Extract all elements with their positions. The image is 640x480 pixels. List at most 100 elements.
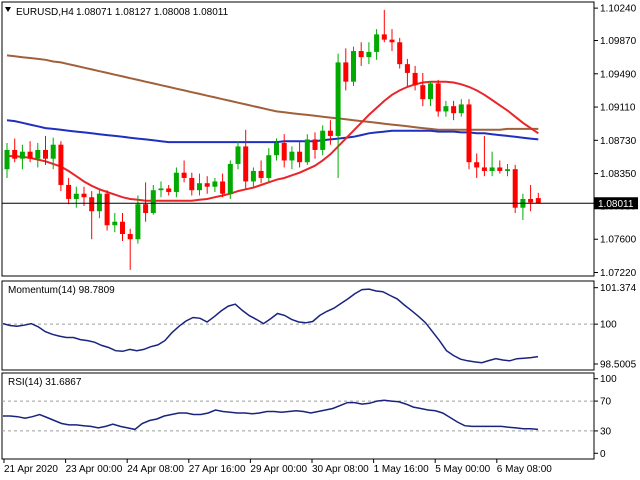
candle-body: [489, 167, 495, 171]
candle: [204, 176, 210, 194]
rsi-tick-label: 0: [600, 449, 606, 460]
ma-red-line: [7, 80, 539, 202]
candle: [366, 42, 372, 65]
candle: [266, 148, 272, 182]
candle: [404, 58, 410, 87]
candle-body: [274, 142, 279, 156]
candle: [481, 135, 487, 177]
candle-body: [497, 167, 503, 171]
candle-body: [250, 170, 256, 182]
candle: [343, 48, 349, 91]
candle: [497, 160, 503, 174]
candle: [258, 160, 264, 184]
candle-body: [96, 193, 102, 212]
time-tick-label: 27 Apr 16:00: [189, 464, 246, 475]
candle: [112, 212, 118, 233]
time-tick-label: 5 May 00:00: [435, 464, 490, 475]
momentum-tick-label: 101.374: [600, 283, 637, 294]
rsi-title: RSI(14) 31.6867: [8, 377, 82, 388]
price-tick-label: 1.09490: [600, 69, 637, 80]
candle: [489, 151, 495, 177]
price-panel-frame: [1, 1, 595, 277]
candle: [335, 53, 341, 178]
candle: [281, 134, 287, 168]
candle-body: [143, 204, 149, 213]
current-price-label: 1.08011: [594, 197, 638, 210]
candle-body: [104, 193, 110, 226]
time-tick-label: 30 Apr 08:00: [312, 464, 369, 475]
candle-body: [535, 198, 541, 204]
candle-body: [189, 177, 195, 191]
candle: [27, 141, 33, 163]
candle-body: [458, 104, 464, 114]
candle: [374, 29, 380, 60]
candle: [297, 141, 303, 168]
price-tick-label: 1.09110: [600, 103, 636, 114]
candle: [227, 160, 233, 199]
collapse-triangle-icon: [5, 7, 11, 12]
candle: [304, 134, 310, 165]
candle-body: [166, 188, 172, 192]
candle-body: [428, 83, 433, 100]
candle: [120, 212, 125, 241]
candle-body: [127, 233, 133, 240]
momentum-tick-label: 100: [600, 320, 617, 331]
candle-body: [435, 83, 441, 112]
candle-body: [289, 151, 295, 161]
candle: [43, 135, 48, 165]
candle: [197, 173, 202, 196]
candle: [381, 9, 387, 43]
rsi-line: [3, 399, 539, 431]
candle: [312, 132, 318, 159]
candle-body: [158, 188, 164, 191]
candle: [474, 153, 480, 178]
candle-body: [43, 149, 48, 159]
price-tick-label: 1.09870: [600, 36, 637, 47]
candle-body: [404, 64, 410, 73]
candle-body: [4, 149, 10, 170]
ma-brown-line: [6, 54, 539, 131]
time-tick-label: 21 Apr 2020: [4, 464, 58, 475]
time-tick-label: 6 May 08:00: [497, 464, 552, 475]
momentum-title: Momentum(14) 98.7809: [8, 285, 115, 296]
candle-body: [374, 34, 380, 52]
candle-body: [420, 85, 426, 100]
candle: [127, 228, 133, 270]
candle: [250, 167, 256, 189]
candle-body: [227, 163, 233, 194]
candle: [451, 100, 457, 121]
candle: [327, 120, 333, 145]
candle: [397, 37, 403, 69]
rsi-tick-label: 100: [600, 374, 617, 385]
momentum-tick-label: 98.5005: [600, 360, 637, 371]
candle-body: [320, 130, 326, 150]
candle-body: [512, 169, 518, 208]
candle: [89, 191, 95, 240]
candle-body: [397, 42, 403, 65]
momentum-panel: 101.374 100 98.5005 Momentum(14) 98.7809: [1, 280, 637, 371]
price-panel: 1.10240 1.09870 1.09490 1.09110 1.08730 1.083…: [1, 1, 638, 279]
candle-body: [81, 193, 87, 198]
momentum-axis: 101.374 100 98.5005: [594, 283, 637, 371]
candle-body: [366, 51, 372, 58]
candle-body: [12, 149, 18, 159]
price-tick-label: 1.10240: [600, 4, 637, 15]
candle-body: [50, 144, 56, 159]
candle: [4, 142, 10, 178]
candle: [420, 72, 426, 107]
candle-body: [27, 151, 33, 159]
candle: [274, 138, 279, 161]
candle-body: [220, 181, 226, 194]
symbol-header: EURUSD,H4: [16, 7, 74, 18]
candle-body: [297, 151, 303, 163]
candle-body: [343, 62, 349, 82]
candle: [143, 182, 149, 222]
candle-body: [66, 184, 72, 199]
candle-body: [474, 162, 480, 168]
candle-body: [451, 106, 457, 114]
candle-body: [505, 169, 510, 171]
candle: [412, 65, 418, 91]
candle: [443, 100, 449, 117]
candle: [73, 186, 79, 208]
candle: [512, 164, 518, 213]
